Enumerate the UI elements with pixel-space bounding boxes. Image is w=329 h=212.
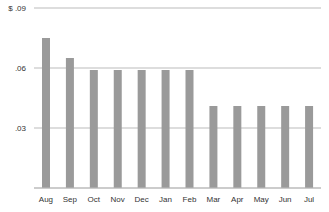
svg-text:.03: .03 [15,124,27,133]
svg-text:Sep: Sep [63,195,78,204]
svg-text:Dec: Dec [135,195,149,204]
svg-text:Jun: Jun [279,195,292,204]
svg-text:.06: .06 [15,64,27,73]
svg-text:Oct: Oct [88,195,101,204]
svg-text:Aug: Aug [39,195,53,204]
svg-text:Feb: Feb [183,195,197,204]
svg-text:Mar: Mar [206,195,220,204]
svg-text:May: May [254,195,269,204]
svg-text:Apr: Apr [231,195,244,204]
svg-text:$ .09: $ .09 [8,4,26,13]
svg-text:Nov: Nov [111,195,125,204]
svg-text:Jul: Jul [304,195,314,204]
svg-text:Jan: Jan [159,195,172,204]
